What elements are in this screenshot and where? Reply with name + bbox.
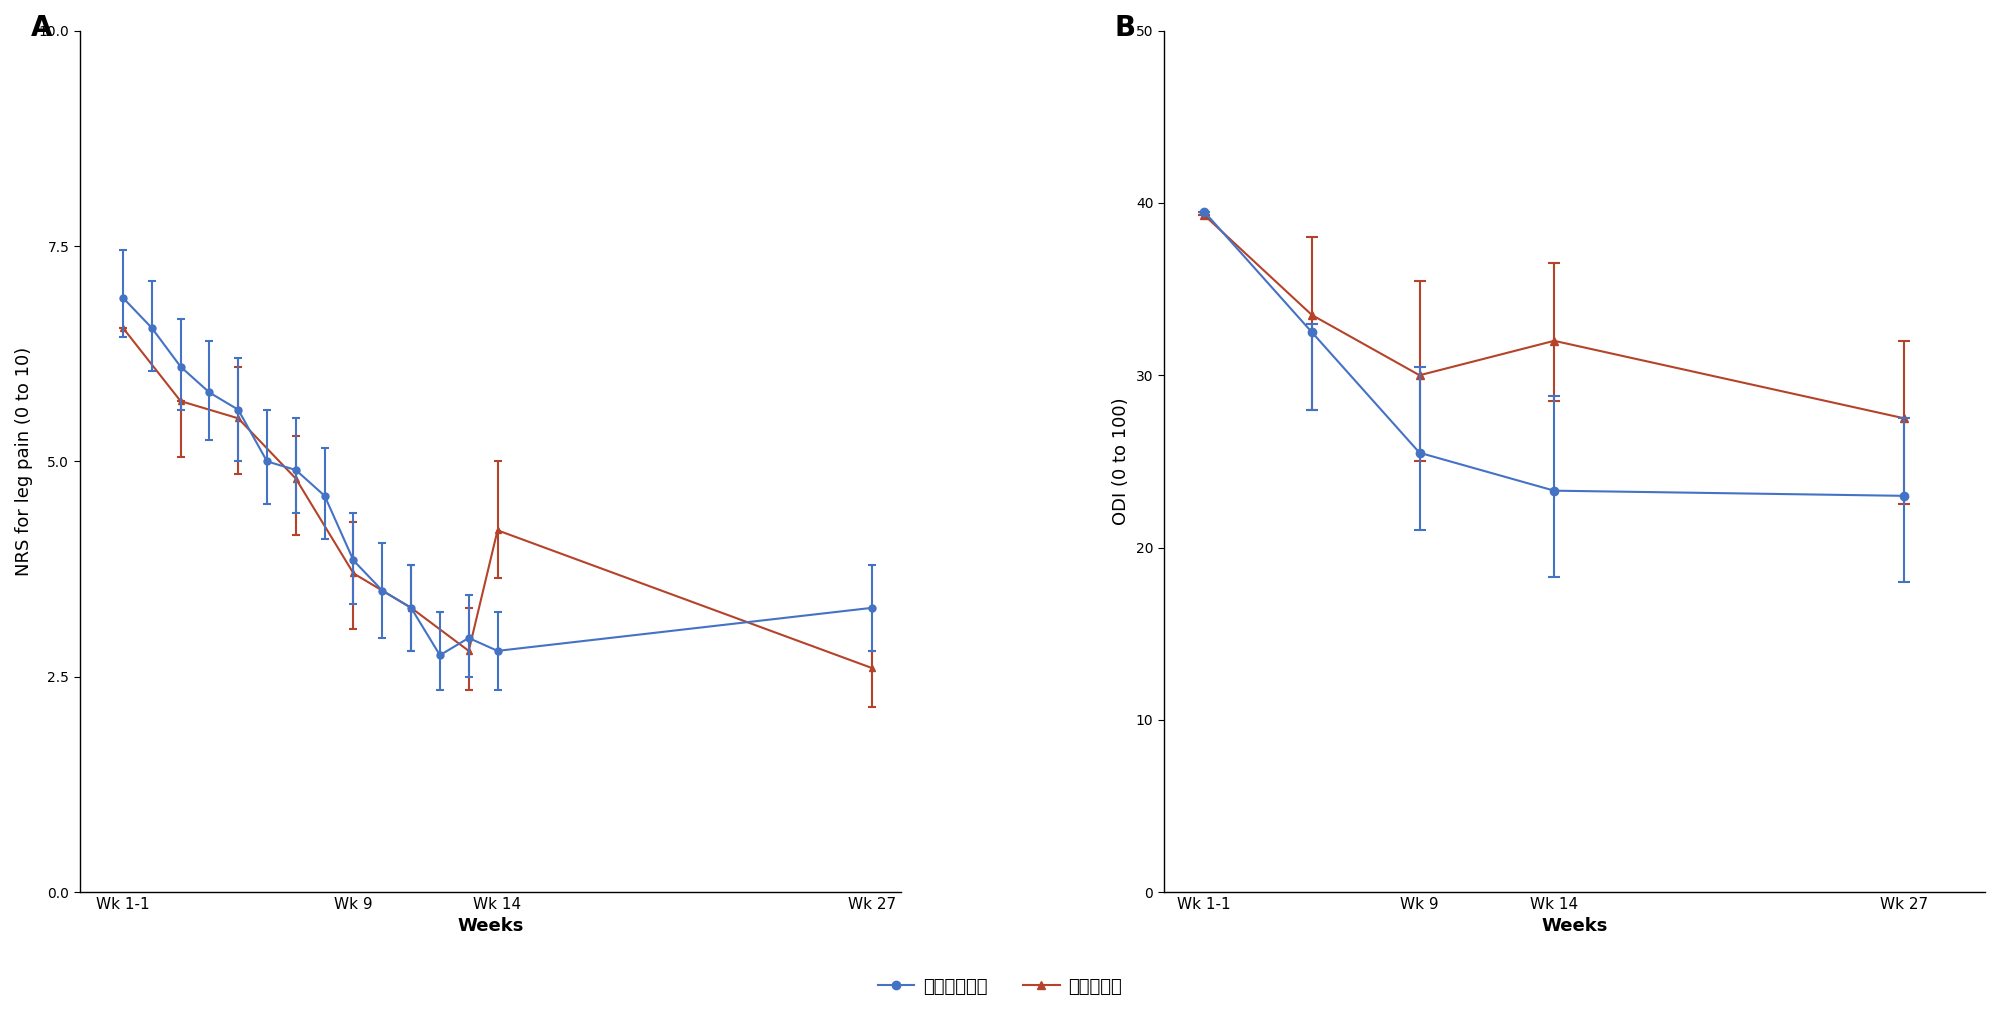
Y-axis label: NRS for leg pain (0 to 10): NRS for leg pain (0 to 10)	[14, 346, 32, 576]
Text: A: A	[30, 13, 52, 42]
Y-axis label: ODI (0 to 100): ODI (0 to 100)	[1112, 398, 1130, 525]
X-axis label: Weeks: Weeks	[1542, 918, 1608, 935]
X-axis label: Weeks: Weeks	[458, 918, 524, 935]
Legend: 비약물치료군, 약물치료군: 비약물치료군, 약물치료군	[870, 970, 1130, 1003]
Text: B: B	[1114, 13, 1136, 42]
